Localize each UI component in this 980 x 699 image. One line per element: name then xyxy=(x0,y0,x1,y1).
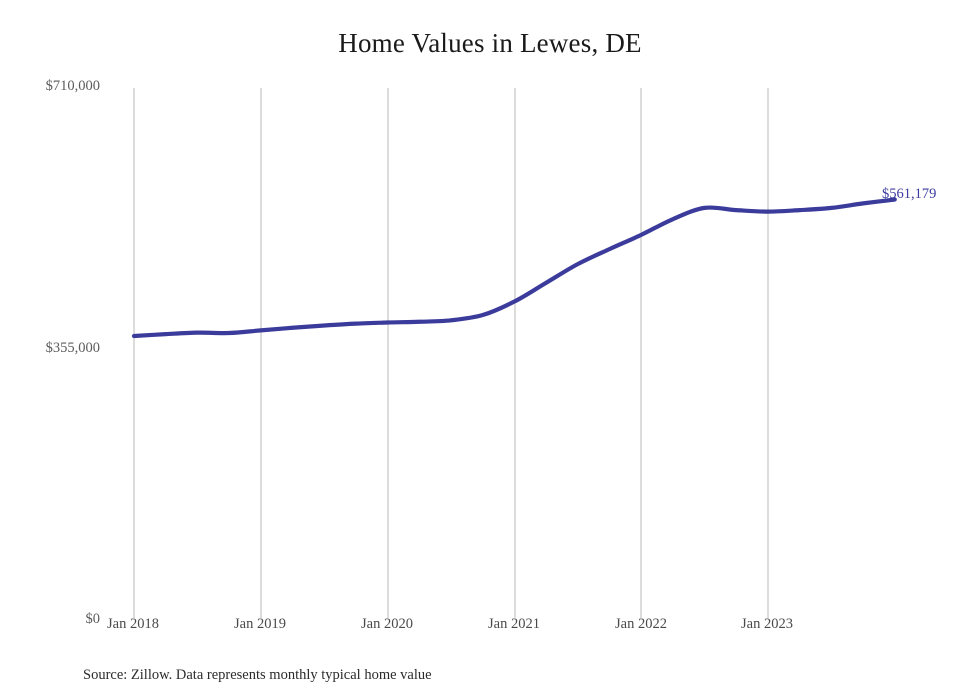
y-axis-tick-bottom: $0 xyxy=(85,611,101,627)
x-axis-tick-jan-2022: Jan 2022 xyxy=(615,616,667,632)
x-axis-tick-jan-2018: Jan 2018 xyxy=(107,616,159,632)
x-axis-tick-jan-2023: Jan 2023 xyxy=(741,616,793,632)
y-axis-tick-top: $710,000 xyxy=(45,78,100,94)
source-note: Source: Zillow. Data represents monthly … xyxy=(83,667,432,683)
x-axis-tick-jan-2020: Jan 2020 xyxy=(361,616,413,632)
x-axis-tick-jan-2019: Jan 2019 xyxy=(234,616,286,632)
line-series-home-values xyxy=(131,197,897,339)
end-value-label: $561,179 xyxy=(882,186,937,202)
y-axis-tick-mid: $355,000 xyxy=(45,340,100,356)
gridlines xyxy=(133,88,769,620)
x-axis-tick-jan-2021: Jan 2021 xyxy=(488,616,540,632)
page-title: Home Values in Lewes, DE xyxy=(338,28,642,58)
